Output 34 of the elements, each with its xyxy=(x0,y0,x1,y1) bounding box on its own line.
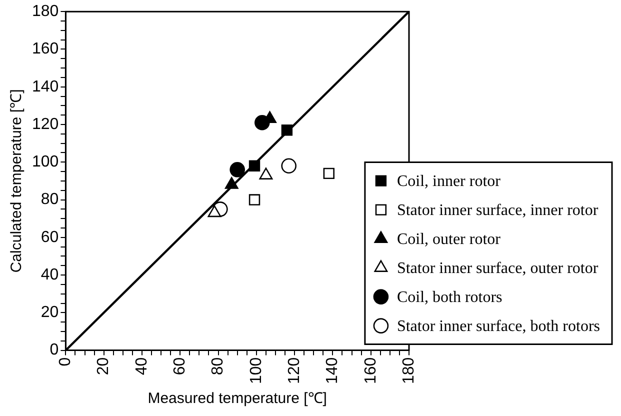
legend-label: Coil, both rotors xyxy=(396,289,502,306)
y-tick-label: 80 xyxy=(40,191,59,208)
y-tick-label: 160 xyxy=(32,40,59,58)
y-tick-label: 0 xyxy=(50,342,59,359)
point xyxy=(230,162,245,178)
legend-label: Stator inner surface, outer rotor xyxy=(396,260,599,278)
x-tick-label: 20 xyxy=(95,357,112,376)
point xyxy=(281,124,293,136)
point xyxy=(248,160,260,172)
y-tick-label: 60 xyxy=(40,228,59,246)
y-tick-label: 20 xyxy=(40,304,59,322)
legend-label: Stator inner surface, both rotors xyxy=(396,318,600,336)
y-tick-label: 100 xyxy=(32,154,59,171)
x-tick-label: 140 xyxy=(324,357,342,384)
legend-label: Stator inner surface, inner rotor xyxy=(396,202,599,220)
point xyxy=(248,194,260,206)
x-tick-label: 0 xyxy=(57,357,74,366)
y-tick-label: 40 xyxy=(40,266,59,284)
y-tick-label: 140 xyxy=(32,78,59,96)
x-tick-label: 160 xyxy=(362,357,380,384)
x-tick-label: 100 xyxy=(248,357,265,384)
x-tick-label: 180 xyxy=(400,357,418,384)
x-tick-label: 40 xyxy=(133,357,150,376)
x-tick-label: 80 xyxy=(210,357,227,376)
y-tick-label: 120 xyxy=(32,116,59,133)
x-tick-label: 60 xyxy=(172,357,189,376)
y-axis-title: Calculated temperature [℃] xyxy=(8,89,26,273)
y-tick-label: 180 xyxy=(32,3,59,20)
x-tick-label: 120 xyxy=(286,357,303,384)
legend-label: Coil, inner rotor xyxy=(396,173,502,190)
point xyxy=(323,168,334,180)
legend-label: Coil, outer rotor xyxy=(396,231,502,248)
point xyxy=(281,158,296,174)
x-axis-title: Measured temperature [℃] xyxy=(148,390,327,408)
